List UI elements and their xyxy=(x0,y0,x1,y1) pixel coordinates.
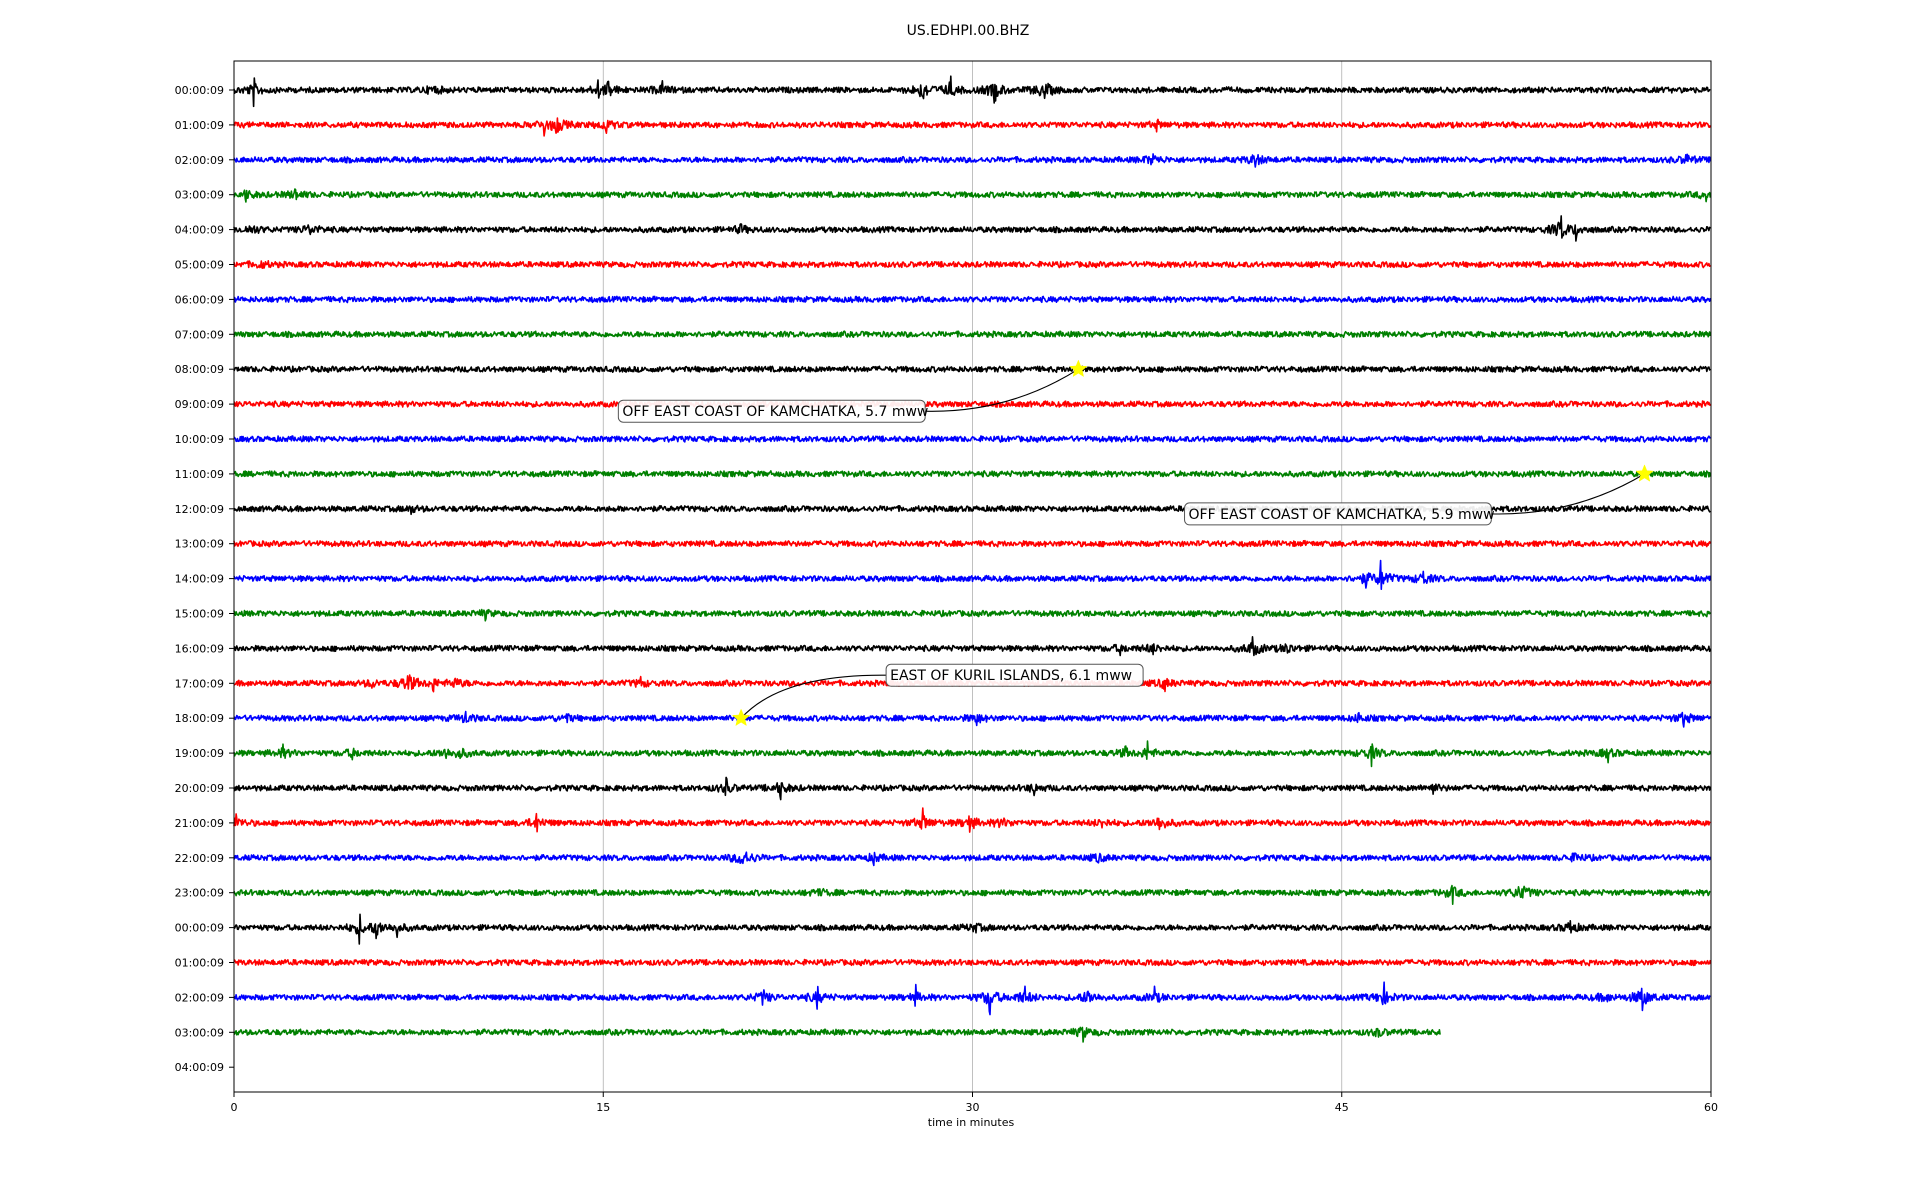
event-star-marker xyxy=(1069,359,1088,378)
seismic-trace xyxy=(233,559,1712,590)
y-tick-label: 17:00:09 xyxy=(175,677,224,690)
y-tick-label: 04:00:09 xyxy=(175,224,224,237)
seismic-trace xyxy=(233,740,1712,768)
event-annotation: OFF EAST COAST OF KAMCHATKA, 5.7 mww xyxy=(617,359,1088,423)
x-tick-label: 60 xyxy=(1704,1101,1718,1114)
seismic-trace xyxy=(233,295,1712,304)
event-annotation: OFF EAST COAST OF KAMCHATKA, 5.9 mww xyxy=(1184,464,1654,526)
seismic-trace xyxy=(233,75,1711,108)
y-tick-label: 22:00:09 xyxy=(175,852,224,865)
seismic-trace xyxy=(233,435,1711,443)
event-star-marker xyxy=(731,708,751,727)
y-tick-label: 01:00:09 xyxy=(175,957,224,970)
y-tick-label: 16:00:09 xyxy=(175,642,224,655)
seismic-trace xyxy=(233,776,1712,801)
event-annotation: EAST OF KURIL ISLANDS, 6.1 mww xyxy=(731,663,1144,727)
seismic-trace xyxy=(233,851,1712,867)
event-connector xyxy=(1491,473,1645,515)
y-tick-label: 15:00:09 xyxy=(175,608,224,621)
x-tick-label: 45 xyxy=(1335,1101,1349,1114)
y-tick-label: 04:00:09 xyxy=(175,1061,224,1074)
y-tick-label: 12:00:09 xyxy=(175,503,224,516)
event-label: OFF EAST COAST OF KAMCHATKA, 5.9 mww xyxy=(1189,507,1495,523)
seismic-trace xyxy=(233,913,1712,945)
y-tick-label: 21:00:09 xyxy=(175,817,224,830)
y-tick-label: 00:00:09 xyxy=(175,922,224,935)
x-tick-label: 30 xyxy=(966,1101,980,1114)
event-label: EAST OF KURIL ISLANDS, 6.1 mww xyxy=(890,668,1132,684)
seismic-trace xyxy=(233,636,1712,657)
y-tick-label: 19:00:09 xyxy=(175,747,224,760)
y-tick-label: 13:00:09 xyxy=(175,538,224,551)
event-connector xyxy=(925,368,1079,412)
event-annotations: OFF EAST COAST OF KAMCHATKA, 5.7 mww OFF … xyxy=(617,359,1654,727)
chart-title: US.EDHPI.00.BHZ xyxy=(907,23,1030,39)
y-tick-label: 00:00:09 xyxy=(175,84,224,97)
y-tick-label: 02:00:09 xyxy=(175,154,224,167)
y-tick-label: 05:00:09 xyxy=(175,259,224,272)
x-tick-label: 15 xyxy=(596,1101,610,1114)
event-label-box xyxy=(617,399,926,423)
seismic-trace xyxy=(233,608,1712,622)
event-connector xyxy=(740,674,887,719)
event-label: OFF EAST COAST OF KAMCHATKA, 5.7 mww xyxy=(622,404,928,420)
seismic-trace xyxy=(233,215,1711,242)
seismic-trace xyxy=(233,470,1712,478)
seismic-trace xyxy=(233,330,1712,339)
y-tick-label: 14:00:09 xyxy=(175,573,224,586)
y-tick-label: 06:00:09 xyxy=(175,293,224,306)
y-tick-label: 03:00:09 xyxy=(175,1026,224,1039)
y-tick-label: 18:00:09 xyxy=(175,712,224,725)
y-tick-label: 03:00:09 xyxy=(175,189,224,202)
x-axis-ticks: 0 15 30 45 60 xyxy=(231,1092,1718,1114)
seismic-traces xyxy=(233,75,1712,1043)
event-star-marker xyxy=(1635,464,1654,482)
event-label-box xyxy=(885,663,1144,687)
seismic-trace xyxy=(233,958,1712,967)
seismic-trace xyxy=(233,1026,1441,1043)
seismic-trace xyxy=(233,807,1711,833)
y-tick-label: 01:00:09 xyxy=(175,119,224,132)
seismic-trace xyxy=(233,710,1712,728)
y-tick-label: 08:00:09 xyxy=(175,363,224,376)
x-axis-label: time in minutes xyxy=(928,1116,1015,1129)
event-label-box xyxy=(1184,502,1492,526)
seismic-trace xyxy=(233,260,1711,269)
y-tick-label: 11:00:09 xyxy=(175,468,224,481)
y-tick-label: 10:00:09 xyxy=(175,433,224,446)
y-tick-label: 20:00:09 xyxy=(175,782,224,795)
seismic-trace xyxy=(233,117,1712,137)
seismic-trace xyxy=(233,188,1712,203)
seismic-trace xyxy=(233,400,1712,408)
y-tick-label: 09:00:09 xyxy=(175,398,224,411)
seismic-trace xyxy=(233,539,1712,548)
y-tick-label: 02:00:09 xyxy=(175,991,224,1004)
seismic-trace xyxy=(233,981,1711,1016)
y-tick-label: 07:00:09 xyxy=(175,328,224,341)
seismic-trace xyxy=(233,884,1711,905)
y-tick-label: 23:00:09 xyxy=(175,887,224,900)
y-axis-ticks: 00:00:09 01:00:09 02:00:09 03:00:09 04:00:09… xyxy=(175,84,234,1074)
seismic-trace xyxy=(233,365,1711,374)
seismic-trace xyxy=(233,153,1712,168)
x-tick-label: 0 xyxy=(231,1101,238,1114)
